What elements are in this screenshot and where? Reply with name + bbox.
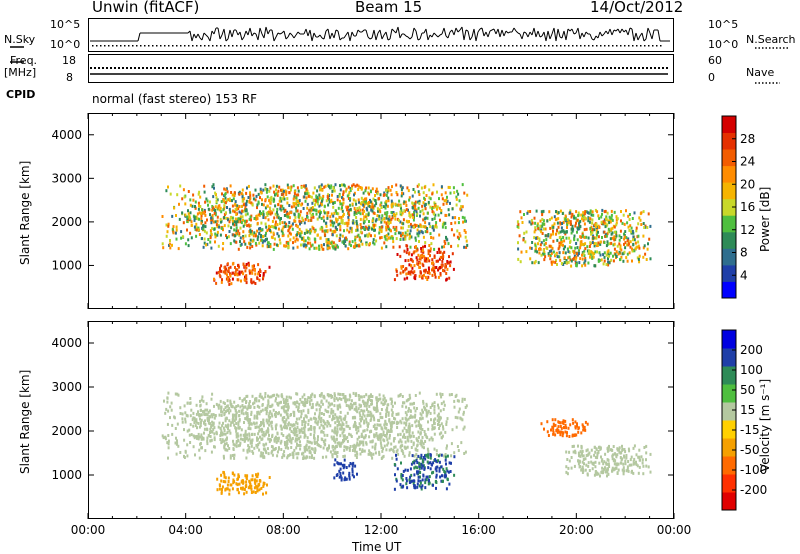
colorbar-cell [722, 198, 736, 216]
xaxis-label: Time UT [352, 540, 402, 554]
freq-label: Freq. [10, 54, 38, 67]
colorbar-tick-label: 12 [740, 223, 755, 237]
colorbar-cell [722, 456, 736, 475]
colorbar-cell [722, 182, 736, 200]
power-colorbar-label: Power [dB] [758, 186, 772, 252]
colorbar-tick-label: -200 [740, 483, 767, 497]
noise-right-tick-top: 10^5 [708, 18, 739, 31]
xtick-label: 16:00 [461, 523, 496, 537]
velocity-ylabel: Slant Range [km] [18, 369, 32, 474]
colorbar-cell [722, 420, 736, 439]
colorbar-cell [722, 264, 736, 282]
nave-tick-bottom: 0 [708, 71, 715, 84]
xtick-label: 20:00 [559, 523, 594, 537]
colorbar-cell [722, 384, 736, 403]
echo-region-0-2 [393, 244, 455, 282]
noise-sky-label: N.Sky [4, 33, 36, 46]
ytick-label: 4000 [51, 336, 82, 350]
colorbar-cell [722, 474, 736, 493]
colorbar-cell [722, 348, 736, 367]
colorbar-cell [722, 366, 736, 385]
colorbar-cell [722, 248, 736, 266]
noise-search-label: N.Search [746, 33, 796, 46]
xtick-label: 00:00 [71, 523, 106, 537]
colorbar-tick-label: 20 [740, 177, 755, 191]
date-title: 14/Oct/2012 [590, 0, 684, 16]
colorbar-tick-label: 24 [740, 155, 755, 169]
colorbar-frame [721, 329, 737, 511]
noise-panel [88, 18, 674, 52]
colorbar-cell [722, 438, 736, 457]
ytick-label: 4000 [51, 128, 82, 142]
colorbar-tick-label: -100 [740, 463, 767, 477]
cpid-label: CPID [6, 88, 36, 101]
colorbar-cell [722, 281, 736, 299]
colorbar-tick-label: -50 [740, 443, 760, 457]
nave-label: Nave [746, 66, 775, 79]
colorbar-tick-label: 15 [740, 403, 755, 417]
echo-region-1-0 [161, 391, 468, 460]
velocity-colorbar-label: Velocity [m s⁻¹] [758, 378, 772, 472]
power-ylabel: Slant Range [km] [18, 160, 32, 265]
colorbar-cell [722, 492, 736, 511]
echo-region-1-2 [333, 458, 358, 482]
ytick-label: 1000 [51, 468, 82, 482]
noise-left-tick-top: 10^5 [50, 18, 81, 31]
colorbar-tick-label: 8 [740, 246, 748, 260]
freq-panel [88, 54, 674, 83]
ytick-label: 3000 [51, 171, 82, 185]
ytick-label: 2000 [51, 424, 82, 438]
colorbar-tick-label: -15 [740, 423, 760, 437]
xtick-label: 12:00 [364, 523, 399, 537]
colorbar-cell [722, 231, 736, 249]
colorbar-cell [722, 330, 736, 349]
freq-tick-bottom: 8 [66, 71, 73, 84]
colorbar-cell [722, 149, 736, 167]
noise-right-tick-bottom: 10^0 [708, 38, 739, 51]
echo-region-1-3 [393, 453, 456, 491]
colorbar-tick-label: 16 [740, 200, 755, 214]
ytick-label: 2000 [51, 215, 82, 229]
freq-tick-top: 18 [62, 54, 76, 67]
noise-trace [90, 26, 670, 42]
noise-left-tick-bottom: 10^0 [50, 38, 81, 51]
colorbar-cell [722, 402, 736, 421]
colorbar-cell [722, 165, 736, 183]
colorbar-cell [722, 132, 736, 150]
echo-region-0-1 [213, 261, 271, 286]
echo-region-0-0 [161, 183, 469, 251]
xtick-label: 04:00 [168, 523, 203, 537]
cpid-text: normal (fast stereo) 153 RF [92, 92, 258, 106]
colorbar-tick-label: 50 [740, 383, 755, 397]
ytick-label: 1000 [51, 258, 82, 272]
colorbar-tick-label: 200 [740, 343, 763, 357]
echo-region-1-1 [216, 470, 271, 496]
colorbar-tick-label: 100 [740, 363, 763, 377]
echo-region-1-5 [565, 444, 652, 478]
xtick-label: 08:00 [266, 523, 301, 537]
ytick-label: 3000 [51, 380, 82, 394]
colorbar-cell [722, 215, 736, 233]
noise-search-trace [92, 45, 662, 47]
colorbar-tick-label: 4 [740, 268, 748, 282]
nave-tick-top: 60 [708, 54, 722, 67]
colorbar-cell [722, 116, 736, 133]
echo-region-1-4 [540, 418, 589, 438]
echo-region-0-3 [516, 208, 652, 268]
beam-title: Beam 15 [355, 0, 423, 16]
colorbar-tick-label: 28 [740, 132, 755, 146]
station-title: Unwin (fitACF) [92, 0, 200, 16]
freq-unit-label: [MHz] [4, 66, 37, 79]
xtick-label: 00:00 [657, 523, 692, 537]
